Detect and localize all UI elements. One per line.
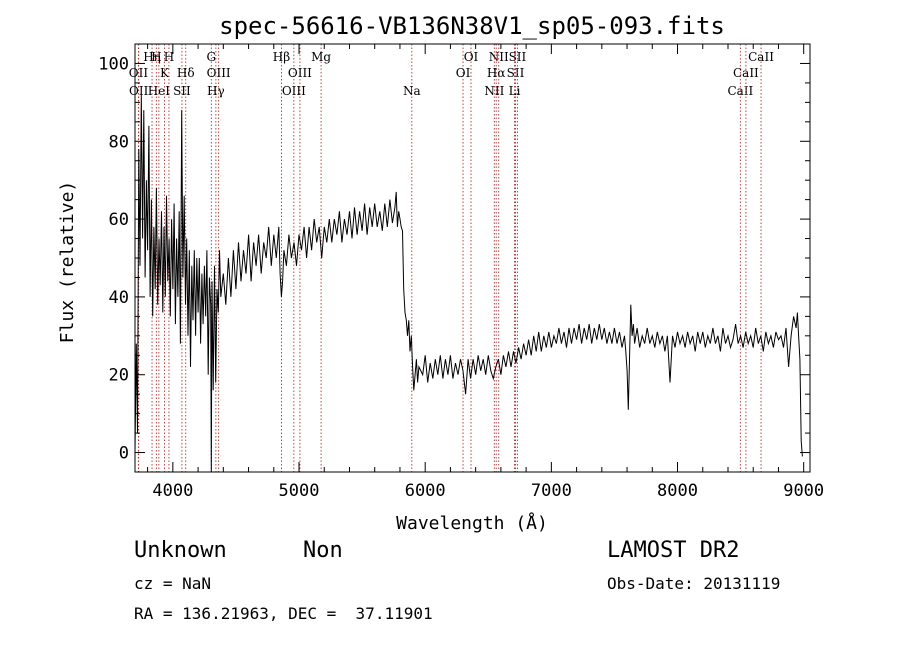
plot-frame [134,43,811,473]
line-marker-label: HeI [148,84,171,98]
line-marker-label: Hδ [177,66,195,80]
y-tick-label: 60 [109,210,129,230]
line-marker-label: SII [173,84,191,98]
y-axis-label: Flux (relative) [57,181,78,344]
line-marker-label: H [151,50,161,64]
coordinates: RA = 136.21963, DEC = 37.11901 [134,604,433,623]
x-axis: 4000 5000 6000 7000 8000 9000 [147,44,824,501]
spectrum-plot [134,94,803,473]
x-tick-label: 5000 [279,481,320,501]
line-marker-label: CaII [733,66,759,80]
survey-name: LAMOST DR2 [607,538,740,563]
line-marker-label: H [164,50,174,64]
y-tick-label: 20 [109,366,129,386]
line-marker-label: K [160,66,170,80]
chart-title: spec-56616-VB136N38V1_sp05-093.fits [219,12,725,40]
line-marker-label: SII [507,66,525,80]
line-marker-label: Li [509,84,521,98]
x-tick-label: 4000 [152,481,193,501]
y-tick-label: 100 [98,54,129,74]
y-axis: 0 20 40 60 80 100 [98,54,810,464]
y-tick-label: 80 [109,132,129,152]
line-marker-label: NII [484,84,504,98]
line-marker-label: Mg [311,50,331,64]
spectrum-line [134,94,803,473]
x-axis-label: Wavelength (Å) [396,512,548,534]
y-tick-label: 0 [119,444,129,464]
object-subclass: Non [303,538,343,563]
line-marker-label: OIII [282,84,306,98]
x-tick-label: 8000 [657,481,698,501]
line-marker-label: CaII [748,50,774,64]
object-class: Unknown [134,538,227,563]
line-markers: OIIOIIHηHHeIKHHδSIIGOIIIHγHβOIIIOIIIMgNa… [129,44,774,472]
line-marker-label: Hα [487,66,506,80]
x-tick-label: 6000 [405,481,446,501]
line-marker-label: Hβ [273,50,290,64]
line-marker-label: Hη [143,50,161,64]
line-marker-label: OI [464,50,479,64]
line-marker-label: OIII [207,66,231,80]
line-marker-label: CaII [727,84,753,98]
y-tick-label: 40 [109,288,129,308]
line-marker-label: NII [489,50,509,64]
x-tick-label: 9000 [783,481,824,501]
line-marker-label: OII [129,84,149,98]
line-marker-label: OIII [288,66,312,80]
line-marker-label: OI [456,66,471,80]
x-tick-label: 7000 [531,481,572,501]
observation-date: Obs-Date: 20131119 [607,574,781,593]
line-marker-label: G [207,50,217,64]
line-marker-label: Hγ [207,84,225,98]
redshift-value: cz = NaN [134,574,212,593]
line-marker-label: SII [509,50,527,64]
line-marker-label: Na [403,84,421,98]
